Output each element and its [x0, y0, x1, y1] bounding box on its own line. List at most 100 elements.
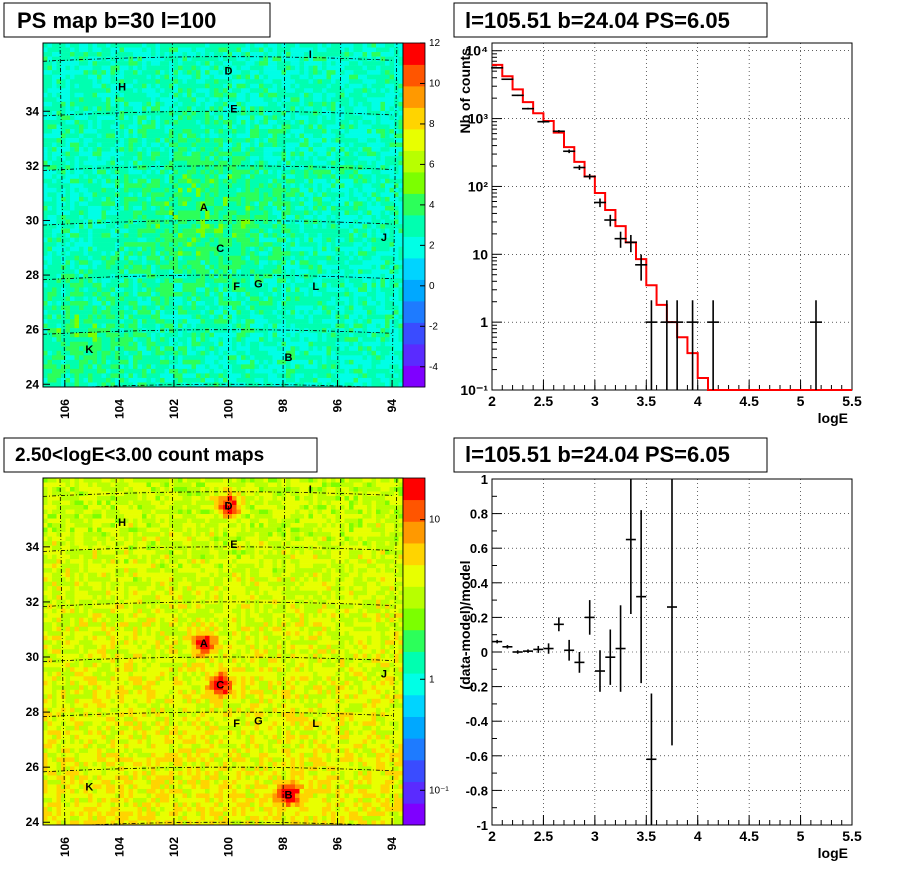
map-cell	[331, 47, 336, 53]
map-cell	[79, 83, 84, 89]
map-cell	[241, 310, 246, 315]
map-cell	[205, 269, 210, 275]
map-cell	[250, 61, 255, 66]
map-cell	[151, 296, 156, 302]
map-cell	[128, 341, 134, 347]
map-cell	[97, 337, 102, 343]
map-cell	[209, 79, 215, 85]
map-cell	[88, 278, 93, 284]
map-cell	[47, 56, 53, 62]
map-cell	[304, 142, 309, 148]
map-cell	[308, 215, 314, 220]
map-cell	[317, 310, 323, 315]
map-cell	[223, 160, 228, 166]
map-cell	[245, 368, 251, 374]
map-cell	[61, 346, 66, 352]
map-cell	[151, 74, 156, 80]
map-cell	[133, 156, 138, 161]
map-cell	[173, 110, 179, 116]
map-cell	[65, 142, 71, 148]
map-cell	[196, 215, 201, 220]
map-cell	[223, 192, 228, 198]
map-cell	[223, 83, 228, 89]
map-cell	[250, 119, 255, 125]
map-cell	[200, 106, 206, 112]
map-cell	[299, 183, 305, 189]
map-cell	[169, 83, 174, 89]
map-cell	[83, 255, 89, 261]
map-cell	[317, 47, 323, 53]
map-cell	[173, 251, 179, 257]
map-cell	[115, 328, 120, 333]
map-cell	[290, 174, 296, 180]
map-cell	[326, 56, 332, 62]
map-cell	[101, 205, 107, 211]
map-cell	[290, 61, 296, 66]
map-cell	[295, 65, 300, 71]
map-cell	[92, 332, 98, 338]
map-cell	[169, 246, 174, 252]
map-cell	[65, 47, 71, 53]
map-cell	[196, 310, 201, 315]
map-cell	[146, 187, 152, 193]
map-cell	[88, 174, 93, 180]
map-cell	[299, 282, 305, 288]
map-cell	[155, 74, 161, 80]
map-cell	[236, 110, 242, 116]
map-cell	[200, 215, 206, 220]
map-cell	[218, 332, 224, 338]
map-cell	[232, 282, 237, 288]
map-cell	[151, 224, 156, 229]
map-cell	[241, 233, 246, 238]
map-cell	[52, 101, 57, 107]
map-cell	[223, 291, 228, 297]
map-cell	[61, 237, 66, 243]
map-cell	[286, 142, 291, 148]
map-cell	[155, 237, 161, 243]
map-cell	[335, 160, 341, 166]
map-cell	[187, 341, 192, 347]
map-cell	[313, 355, 318, 361]
map-cell	[209, 323, 215, 329]
map-cell	[151, 119, 156, 125]
map-cell	[65, 210, 71, 216]
map-cell	[259, 147, 264, 152]
map-cell	[196, 124, 201, 130]
map-cell	[119, 296, 125, 302]
map-cell	[83, 233, 89, 238]
map-cell	[128, 119, 134, 125]
map-cell	[304, 341, 309, 347]
map-cell	[128, 373, 134, 379]
map-cell	[137, 65, 143, 71]
map-cell	[214, 246, 219, 252]
map-cell	[290, 242, 296, 247]
map-cell	[43, 115, 48, 121]
map-cell	[232, 178, 237, 184]
map-cell	[281, 205, 287, 211]
map-cell	[70, 314, 75, 320]
map-cell	[164, 160, 170, 166]
map-cell	[137, 355, 143, 361]
map-cell	[169, 151, 174, 157]
map-cell	[115, 160, 120, 166]
map-cell	[43, 97, 48, 103]
map-cell	[308, 83, 314, 89]
map-cell	[191, 368, 197, 374]
map-cell	[88, 147, 93, 152]
map-cell	[268, 201, 273, 207]
map-cell	[97, 314, 102, 320]
map-cell	[142, 215, 147, 220]
map-cell	[254, 52, 260, 57]
map-cell	[281, 355, 287, 361]
map-cell	[196, 323, 201, 329]
map-cell	[331, 115, 336, 121]
map-cell	[205, 346, 210, 352]
map-cell	[326, 237, 332, 243]
map-cell	[160, 129, 165, 134]
map-cell	[178, 115, 183, 121]
map-cell	[268, 382, 273, 388]
map-cell	[43, 305, 48, 311]
map-cell	[290, 255, 296, 261]
map-cell	[160, 74, 165, 80]
map-cell	[218, 205, 224, 211]
